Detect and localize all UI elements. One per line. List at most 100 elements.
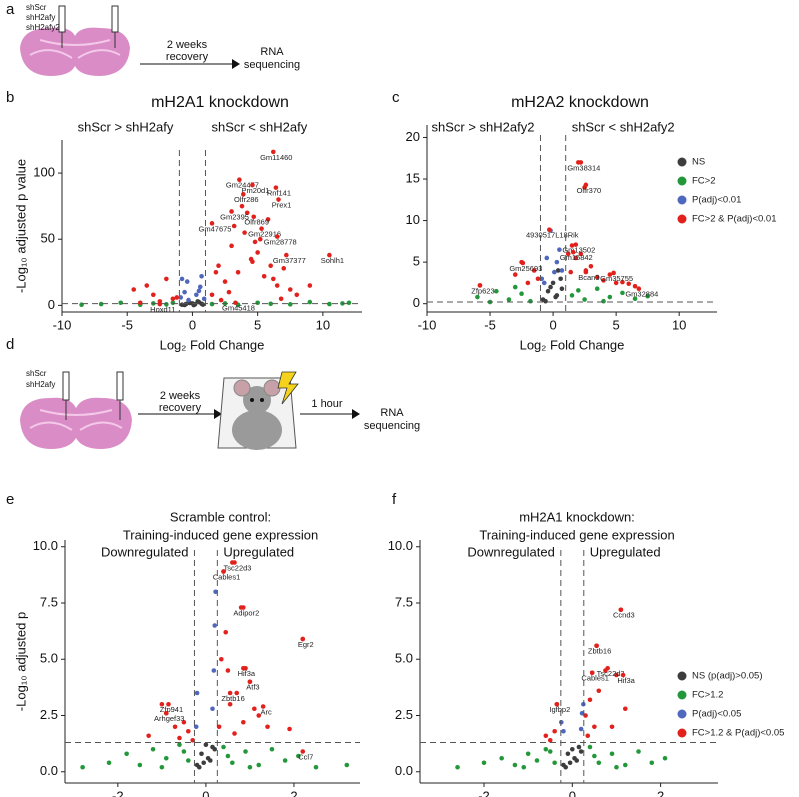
point [519, 291, 524, 297]
point [547, 737, 553, 743]
point [278, 296, 284, 302]
point [578, 726, 584, 732]
step-label: 2 weeks [160, 390, 201, 402]
labeled-point [327, 252, 332, 258]
labeled-point [583, 182, 589, 188]
brain-a [20, 5, 130, 77]
gene-label: Zfp623 [471, 286, 494, 295]
labeled-point [620, 672, 626, 678]
end-label: RNA [260, 46, 284, 58]
point [573, 255, 579, 261]
point [587, 697, 593, 703]
labeled-point [157, 301, 163, 307]
point [512, 272, 518, 277]
point [118, 300, 123, 306]
point [230, 760, 235, 766]
chart-subtitle: Training-induced gene expression [479, 527, 674, 542]
point [543, 733, 549, 739]
labeled-point [241, 665, 246, 671]
x-tick-label: 10 [316, 317, 330, 332]
point [645, 293, 650, 299]
gene-label: Ccl7 [298, 752, 313, 761]
point [557, 247, 562, 252]
side-label: shScr < shH2afy [211, 119, 307, 134]
point [200, 302, 206, 307]
gene-label: Zfp941 [160, 705, 183, 714]
point [269, 746, 275, 752]
labeled-point [232, 560, 237, 565]
point [662, 755, 668, 761]
point [274, 283, 280, 288]
labeled-point [233, 300, 238, 306]
labeled-point [618, 607, 624, 613]
gene-label: Gm24477 [226, 181, 259, 190]
point [494, 288, 499, 294]
point [583, 713, 588, 718]
point [232, 731, 237, 736]
labeled-point [547, 227, 552, 233]
legend-label: FC>1.2 [692, 690, 723, 701]
point [137, 762, 143, 768]
point [609, 751, 615, 757]
point [344, 762, 350, 768]
point [226, 289, 232, 295]
x-tick-label: 5 [613, 317, 620, 332]
x-axis-label: Log₂ Fold Change [160, 337, 265, 352]
point [185, 728, 191, 734]
y-axis-label: -Log₁₀ adjusted p value [13, 159, 28, 293]
point [636, 749, 641, 754]
labeled-point [247, 679, 253, 685]
legend-marker [677, 157, 687, 167]
x-tick-label: 5 [254, 317, 261, 332]
point [576, 744, 582, 750]
point [210, 706, 215, 712]
point [554, 259, 560, 265]
point [209, 292, 215, 298]
point [210, 744, 215, 750]
point [98, 301, 104, 307]
point [475, 294, 480, 300]
point [346, 300, 352, 306]
labeled-point [276, 197, 281, 202]
point [585, 733, 591, 739]
labeled-point [250, 182, 255, 188]
labeled-point [611, 270, 616, 276]
point [243, 749, 248, 754]
point [216, 724, 222, 730]
gene-label: Egr2 [298, 640, 314, 649]
group-label: shScr [26, 3, 47, 12]
point [255, 300, 260, 306]
point [172, 724, 178, 730]
labeled-point [594, 643, 599, 649]
point [535, 276, 541, 282]
point [268, 263, 273, 268]
arrow [140, 59, 240, 69]
point [197, 284, 203, 290]
point [287, 726, 292, 732]
point [225, 753, 231, 759]
x-tick-label: 0 [549, 317, 556, 332]
x-axis-label: Log₂ Fold Change [520, 337, 625, 352]
point [195, 299, 200, 304]
point [578, 251, 584, 257]
gene-label: Olfr286 [234, 195, 259, 204]
point [592, 724, 597, 730]
gene-label: Zbtb16 [588, 647, 611, 656]
labeled-point [166, 701, 171, 707]
gene-label: Cables1 [581, 674, 609, 683]
gene-label: Gm28778 [264, 238, 297, 247]
panel-label: b [6, 89, 14, 106]
gene-label: Arhgef33 [154, 714, 184, 723]
point [553, 294, 558, 300]
point [229, 243, 234, 249]
point [261, 273, 267, 279]
point [199, 751, 204, 757]
point [528, 298, 533, 304]
legend-marker [677, 728, 687, 738]
point [552, 728, 557, 734]
gene-label: Hif3a [617, 676, 635, 685]
point [239, 203, 245, 209]
x-tick-label: 0 [202, 788, 209, 797]
point [213, 589, 218, 595]
point [185, 758, 191, 763]
